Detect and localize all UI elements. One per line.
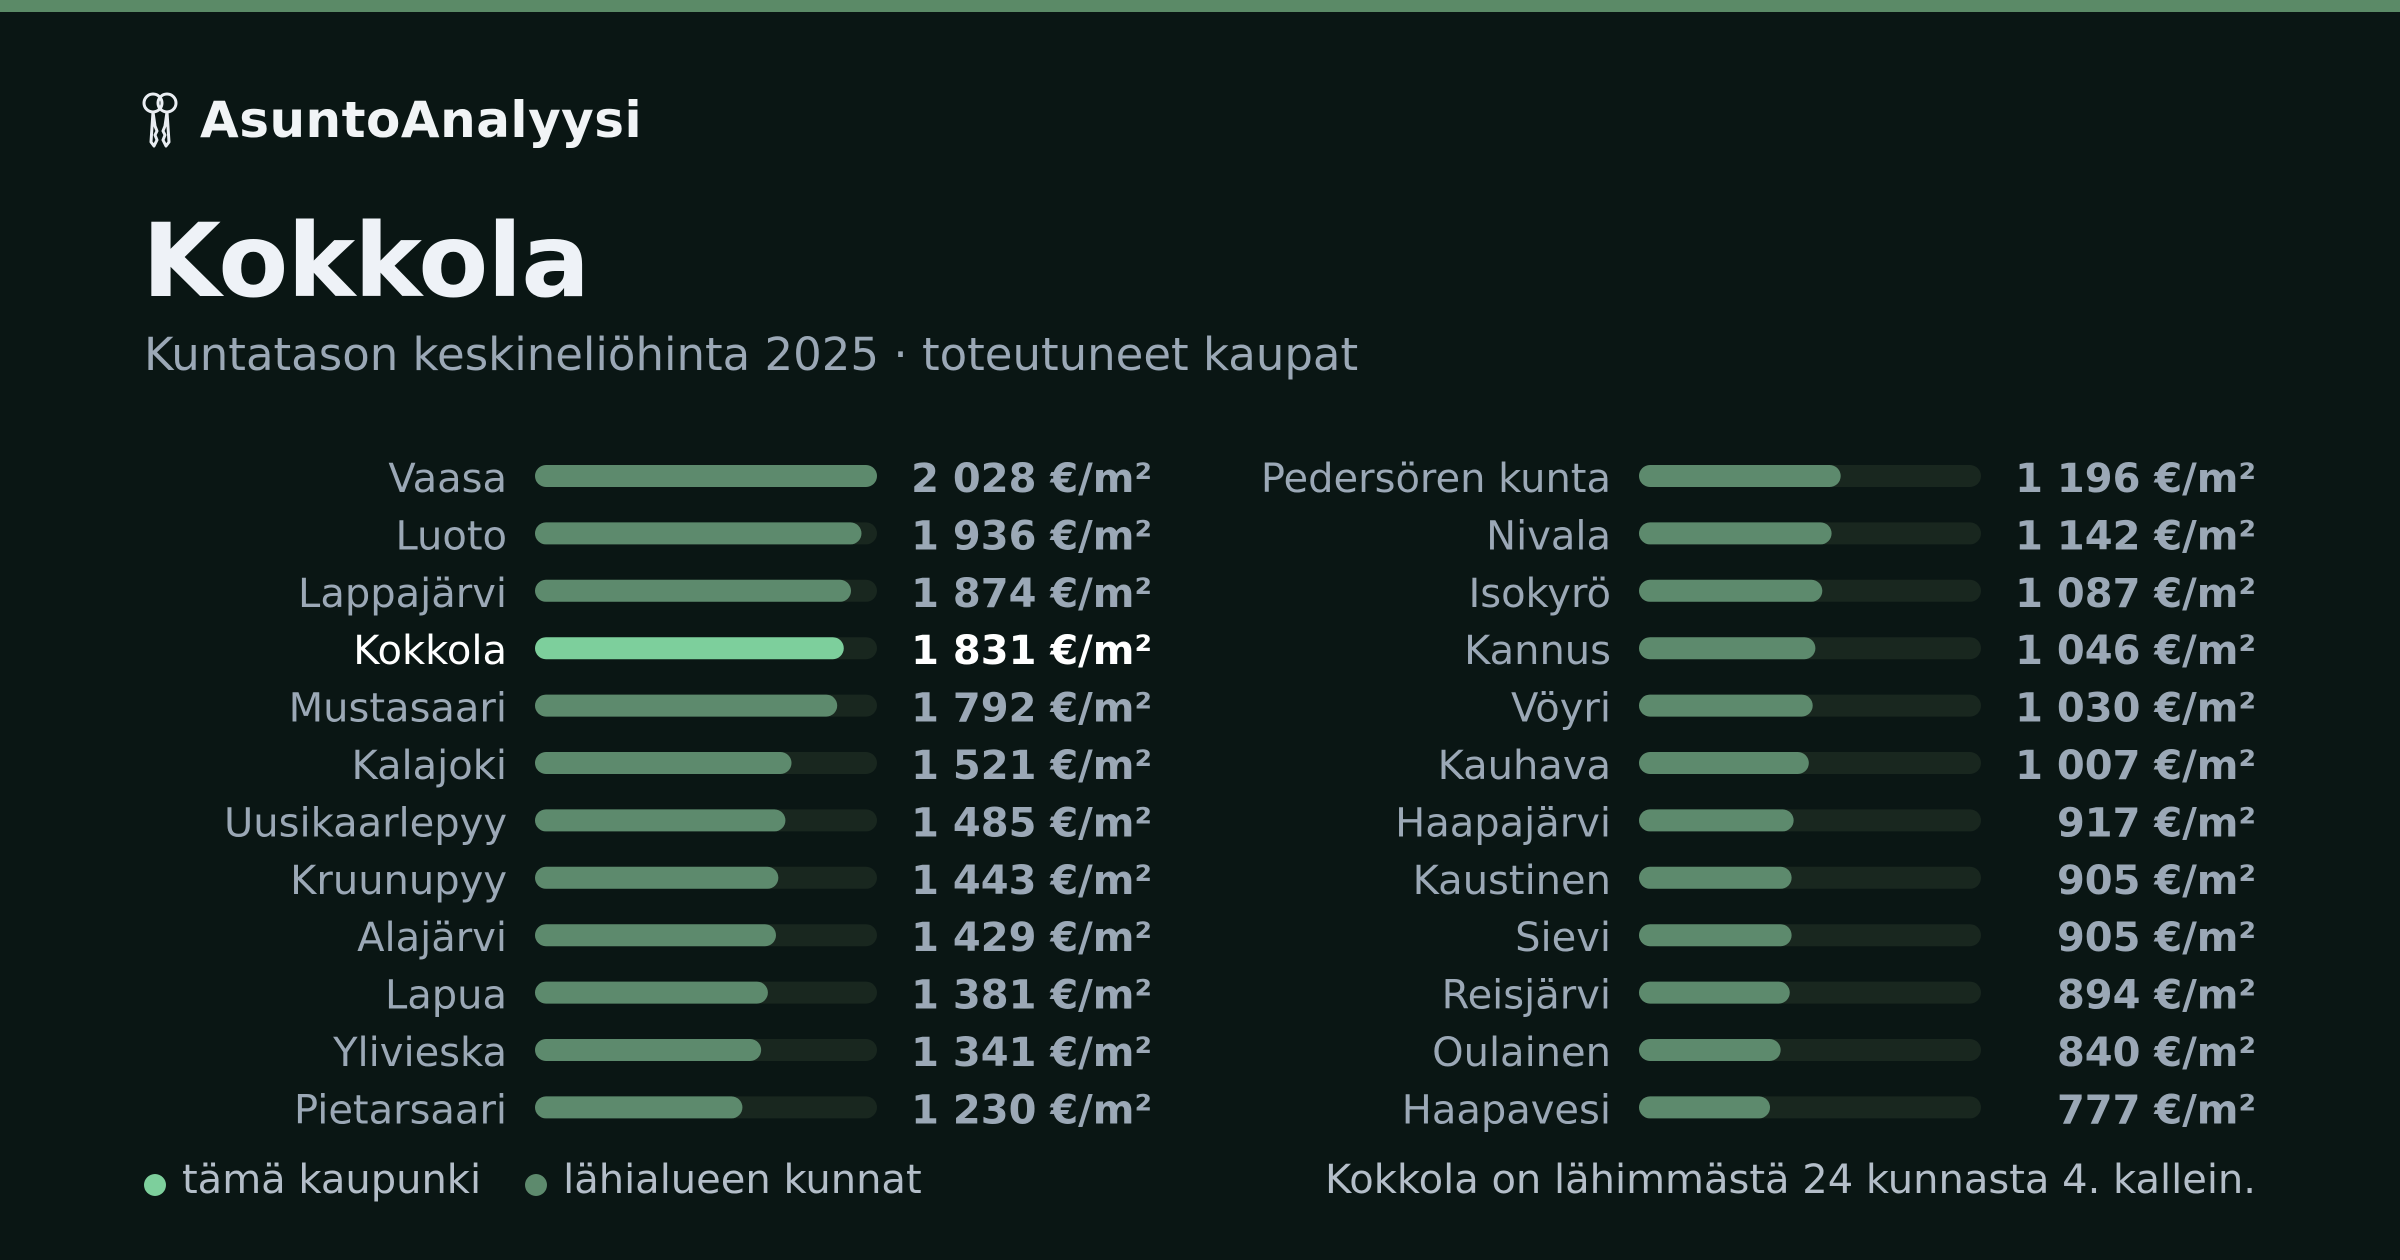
value-label-vaasa: 2 028 €/m² [911, 456, 1152, 502]
category-label-alajärvi: Alajärvi [357, 915, 507, 961]
legend-dot-neighbours [525, 1174, 548, 1196]
category-label-isokyrö: Isokyrö [1468, 571, 1611, 617]
value-label-sievi: 905 €/m² [2057, 915, 2256, 961]
bar-lapua [535, 981, 768, 1004]
keys-icon [142, 92, 178, 148]
page-subtitle: Kuntatason keskineliöhinta 2025 · toteut… [144, 328, 1359, 381]
legend-label-neighbours: lähialueen kunnat [563, 1157, 922, 1203]
legend-item-highlight: tämä kaupunki [144, 1157, 481, 1203]
bar-lappajärvi [535, 579, 852, 602]
bar-mustasaari [535, 694, 838, 717]
bar-kokkola [535, 637, 844, 660]
legend-item-neighbours: lähialueen kunnat [525, 1157, 922, 1203]
value-label-lapua: 1 381 €/m² [911, 973, 1152, 1019]
category-label-oulainen: Oulainen [1432, 1030, 1611, 1076]
legend-label-highlight: tämä kaupunki [182, 1157, 482, 1203]
category-label-kokkola: Kokkola [353, 628, 507, 674]
value-label-pietarsaari: 1 230 €/m² [911, 1087, 1152, 1133]
value-label-luoto: 1 936 €/m² [911, 513, 1152, 559]
category-label-kaustinen: Kaustinen [1413, 858, 1611, 904]
bar-vaasa [535, 465, 877, 487]
value-label-kauhava: 1 007 €/m² [2015, 743, 2256, 789]
bar-sievi [1639, 924, 1792, 947]
bar-uusikaarlepyy [535, 809, 786, 832]
category-label-lapua: Lapua [385, 973, 507, 1019]
category-label-kruunupyy: Kruunupyy [290, 858, 507, 904]
bar-oulainen [1639, 1039, 1781, 1061]
bar-haapavesi [1639, 1096, 1771, 1119]
value-label-haapavesi: 777 €/m² [2057, 1087, 2256, 1133]
value-label-nivala: 1 142 €/m² [2015, 513, 2256, 559]
value-label-kaustinen: 905 €/m² [2057, 858, 2256, 904]
bar-isokyrö [1639, 579, 1823, 602]
value-label-isokyrö: 1 087 €/m² [2015, 571, 2256, 617]
category-label-reisjärvi: Reisjärvi [1442, 973, 1611, 1019]
category-label-vöyri: Vöyri [1511, 686, 1611, 732]
category-label-lappajärvi: Lappajärvi [298, 571, 507, 617]
bar-kaustinen [1639, 866, 1792, 889]
top-accent-bar [0, 0, 2400, 12]
bar-luoto [535, 522, 862, 545]
category-label-haapavesi: Haapavesi [1402, 1087, 1611, 1133]
value-label-mustasaari: 1 792 €/m² [911, 686, 1152, 732]
page-title: Kokkola [142, 202, 590, 321]
category-label-nivala: Nivala [1486, 513, 1611, 559]
value-label-kruunupyy: 1 443 €/m² [911, 858, 1152, 904]
category-label-sievi: Sievi [1515, 915, 1611, 961]
bar-nivala [1639, 522, 1832, 545]
value-label-vöyri: 1 030 €/m² [2015, 686, 2256, 732]
category-label-kannus: Kannus [1464, 628, 1611, 674]
footnote: Kokkola on lähimmästä 24 kunnasta 4. kal… [1325, 1157, 2256, 1203]
value-label-haapajärvi: 917 €/m² [2057, 800, 2256, 846]
category-label-kalajoki: Kalajoki [351, 743, 507, 789]
value-label-alajärvi: 1 429 €/m² [911, 915, 1152, 961]
value-label-pedersören-kunta: 1 196 €/m² [2015, 456, 2256, 502]
category-label-kauhava: Kauhava [1438, 743, 1611, 789]
category-label-uusikaarlepyy: Uusikaarlepyy [224, 800, 507, 846]
brand: AsuntoAnalyysi [140, 88, 642, 152]
category-label-vaasa: Vaasa [388, 456, 507, 502]
value-label-lappajärvi: 1 874 €/m² [911, 571, 1152, 617]
bar-ylivieska [535, 1039, 762, 1061]
category-label-ylivieska: Ylivieska [332, 1030, 507, 1076]
bar-pietarsaari [535, 1096, 743, 1119]
bar-kruunupyy [535, 866, 779, 889]
value-label-kannus: 1 046 €/m² [2015, 628, 2256, 674]
category-label-haapajärvi: Haapajärvi [1395, 800, 1611, 846]
bar-vöyri [1639, 694, 1813, 717]
bar-pedersören-kunta [1639, 465, 1841, 487]
category-label-luoto: Luoto [395, 513, 507, 559]
value-label-kokkola: 1 831 €/m² [911, 628, 1152, 674]
category-label-mustasaari: Mustasaari [289, 686, 507, 732]
bar-alajärvi [535, 924, 776, 947]
bar-kannus [1639, 637, 1816, 660]
category-label-pedersören-kunta: Pedersören kunta [1261, 456, 1611, 502]
value-label-oulainen: 840 €/m² [2057, 1030, 2256, 1076]
bar-reisjärvi [1639, 981, 1790, 1004]
legend: tämä kaupunki lähialueen kunnat [144, 1152, 966, 1208]
value-label-uusikaarlepyy: 1 485 €/m² [911, 800, 1152, 846]
value-label-ylivieska: 1 341 €/m² [911, 1030, 1152, 1076]
value-label-kalajoki: 1 521 €/m² [911, 743, 1152, 789]
value-label-reisjärvi: 894 €/m² [2057, 973, 2256, 1019]
bar-kauhava [1639, 752, 1809, 774]
bar-kalajoki [535, 752, 792, 774]
category-label-pietarsaari: Pietarsaari [294, 1087, 507, 1133]
brand-name: AsuntoAnalyysi [200, 91, 643, 149]
bar-haapajärvi [1639, 809, 1794, 832]
legend-dot-highlight [144, 1174, 166, 1196]
